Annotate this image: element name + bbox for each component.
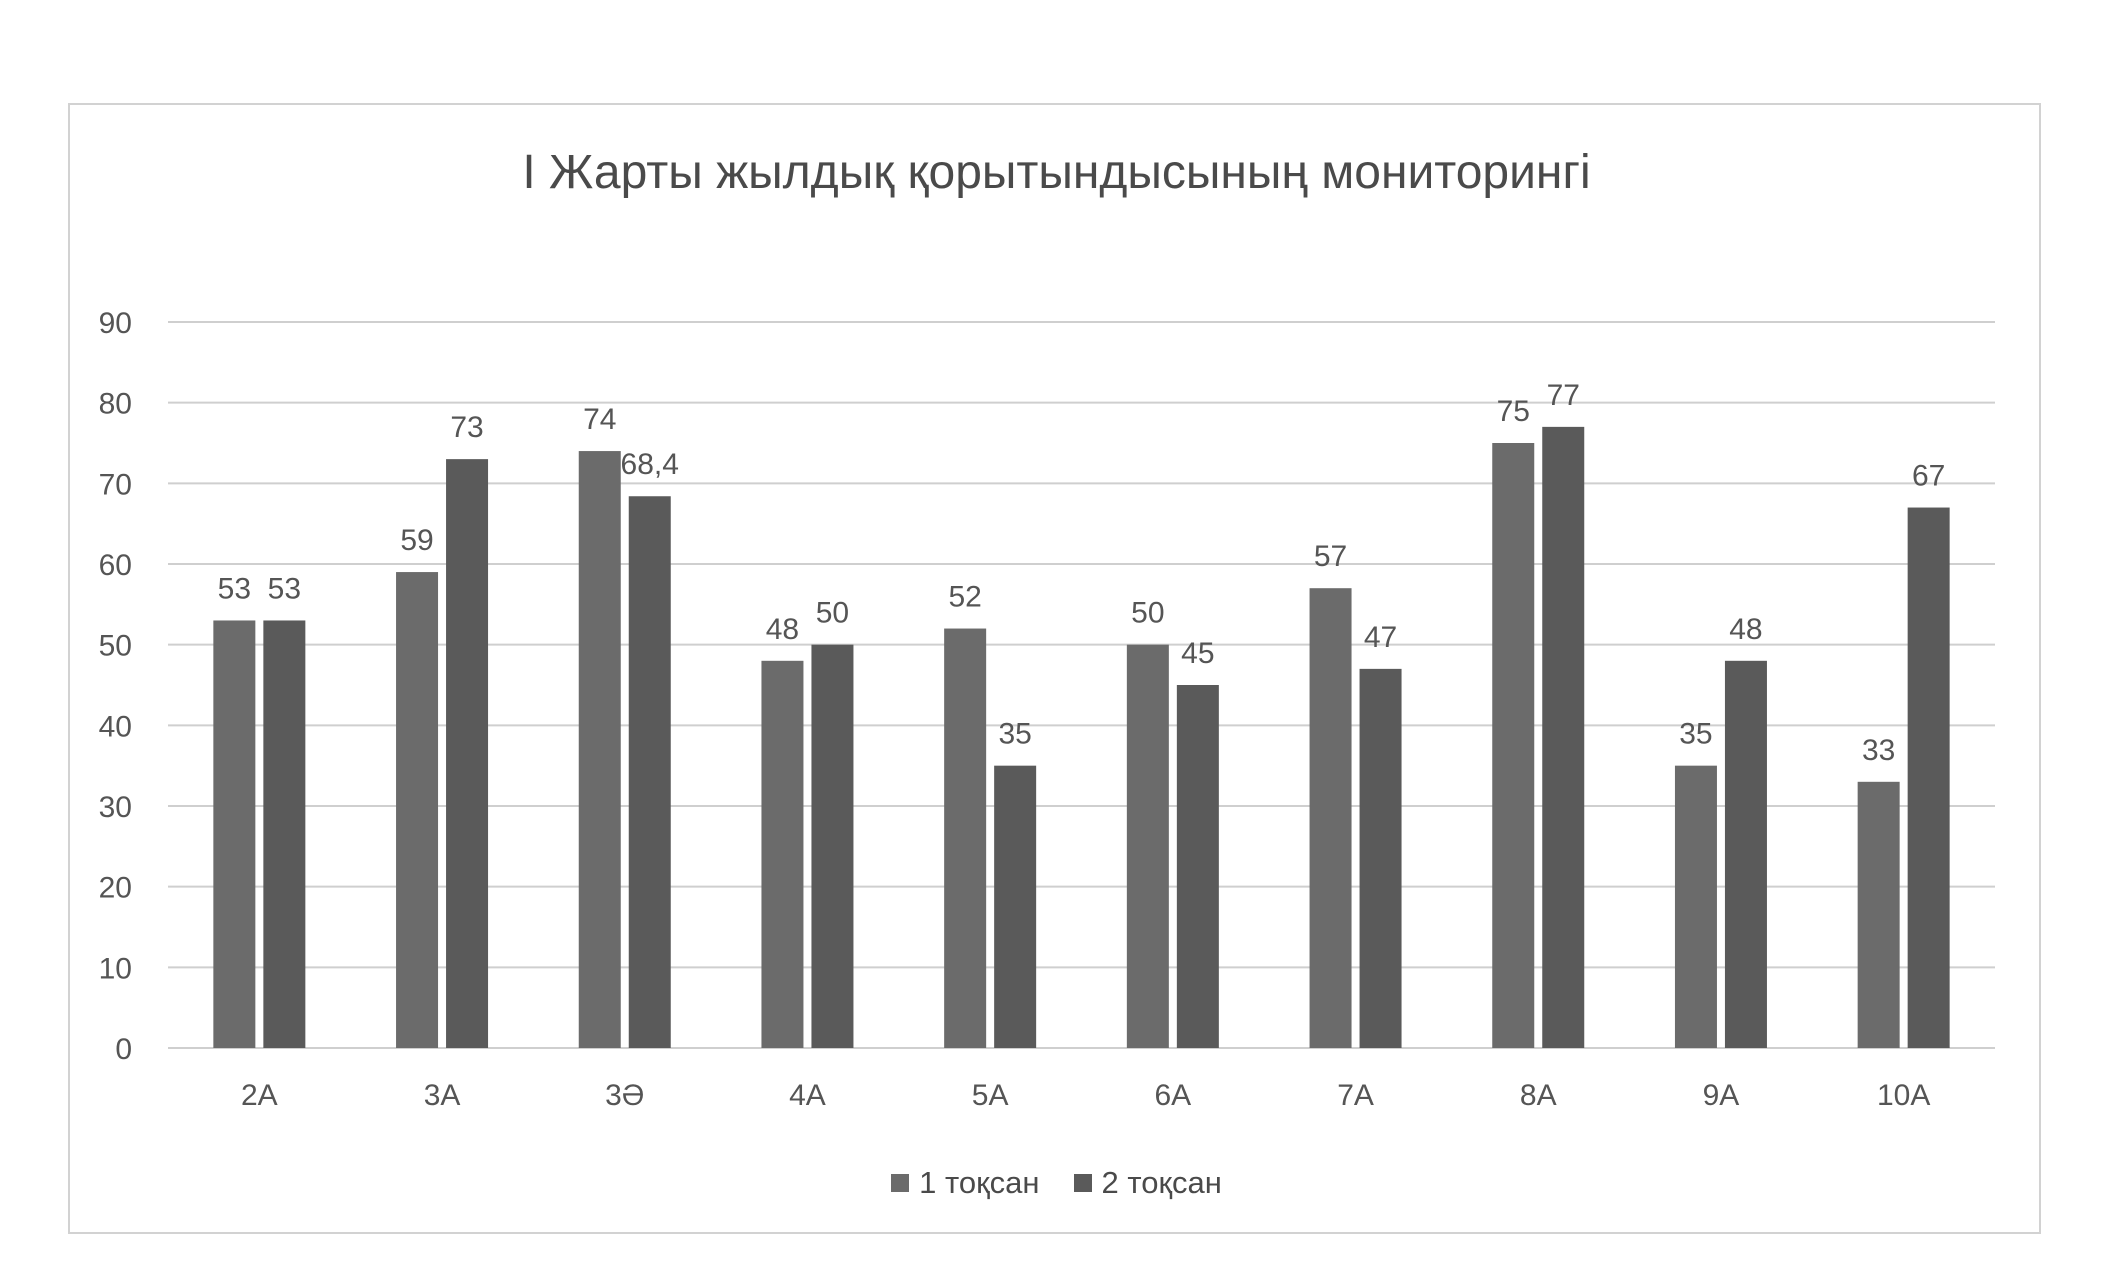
x-tick-label-10А: 10А	[1877, 1079, 1930, 1112]
data-label-7А-series-2: 47	[1364, 621, 1397, 654]
bar-8А-series-1	[1492, 443, 1535, 1048]
x-tick-label-6А: 6А	[1154, 1079, 1191, 1112]
bar-4А-series-2	[811, 644, 854, 1048]
bar-3Ә-series-2	[628, 496, 671, 1048]
data-label-4А-series-1: 48	[766, 613, 799, 646]
y-tick-label-70: 70	[99, 468, 132, 501]
bar-9А-series-2	[1724, 660, 1767, 1048]
bar-3А-series-2	[446, 459, 489, 1049]
data-label-2А-series-1: 53	[218, 572, 251, 605]
grid-lines	[168, 321, 1995, 1049]
y-tick-label-60: 60	[99, 549, 132, 582]
bars	[213, 426, 1950, 1049]
y-tick-label-30: 30	[99, 791, 132, 824]
bar-3А-series-1	[396, 572, 439, 1048]
bar-10А-series-1	[1857, 781, 1900, 1048]
data-label-2А-series-2: 53	[268, 572, 301, 605]
bar-2А-series-1	[213, 620, 256, 1048]
legend-label-series-2: 2 тоқсан	[1101, 1165, 1222, 1200]
chart-title: I Жарты жылдық қорытындысының мониторинг…	[522, 146, 1591, 199]
bar-2А-series-2	[263, 620, 306, 1048]
data-label-3Ә-series-2: 68,4	[621, 448, 679, 481]
data-label-7А-series-1: 57	[1314, 540, 1347, 573]
x-tick-label-9А: 9А	[1703, 1079, 1740, 1112]
data-label-10А-series-1: 33	[1862, 734, 1895, 767]
bar-6А-series-1	[1126, 644, 1169, 1048]
x-tick-label-4А: 4А	[789, 1079, 826, 1112]
y-tick-label-0: 0	[115, 1033, 132, 1066]
y-tick-label-10: 10	[99, 952, 132, 985]
y-tick-label-40: 40	[99, 710, 132, 743]
bar-7А-series-1	[1309, 588, 1352, 1048]
bar-4А-series-1	[761, 660, 804, 1048]
y-tick-label-20: 20	[99, 872, 132, 905]
legend-item-series-1: 1 тоқсан	[891, 1165, 1040, 1201]
data-label-8А-series-2: 77	[1547, 379, 1580, 412]
data-label-6А-series-1: 50	[1131, 597, 1164, 630]
data-label-3Ә-series-1: 74	[583, 403, 616, 436]
x-tick-label-7А: 7А	[1337, 1079, 1374, 1112]
data-label-5А-series-1: 52	[948, 581, 981, 614]
y-axis-tick-labels: 0 10 20 30 40 50 60 70 80 90	[99, 307, 132, 1066]
x-tick-label-3Ә: 3Ә	[605, 1079, 644, 1112]
data-label-6А-series-2: 45	[1181, 637, 1214, 670]
x-tick-label-5А: 5А	[972, 1079, 1009, 1112]
bar-10А-series-2	[1907, 507, 1950, 1048]
data-label-9А-series-1: 35	[1679, 718, 1712, 751]
bar-7А-series-2	[1359, 668, 1402, 1048]
x-tick-label-2А: 2А	[241, 1079, 278, 1112]
y-tick-label-80: 80	[99, 388, 132, 421]
bar-5А-series-1	[944, 628, 987, 1048]
bar-6А-series-2	[1176, 685, 1219, 1048]
legend-item-series-2: 2 тоқсан	[1073, 1165, 1222, 1201]
data-label-9А-series-2: 48	[1729, 613, 1762, 646]
x-tick-label-8А: 8А	[1520, 1079, 1557, 1112]
data-label-5А-series-2: 35	[998, 718, 1031, 751]
data-label-3А-series-2: 73	[450, 411, 483, 444]
y-tick-label-90: 90	[99, 307, 132, 340]
data-label-4А-series-2: 50	[816, 597, 849, 630]
bar-8А-series-2	[1542, 426, 1585, 1048]
bar-5А-series-2	[994, 765, 1037, 1048]
x-axis-tick-labels: 2А 3А 3Ә 4А 5А 6А 7А 8А 9А 10А	[241, 1079, 1930, 1112]
x-tick-label-3А: 3А	[424, 1079, 461, 1112]
bar-9А-series-1	[1674, 765, 1717, 1048]
data-label-3А-series-1: 59	[400, 524, 433, 557]
data-label-8А-series-1: 75	[1497, 395, 1530, 428]
data-label-10А-series-2: 67	[1912, 460, 1945, 493]
legend-swatch-series-1	[891, 1174, 910, 1192]
y-tick-label-50: 50	[99, 630, 132, 663]
legend-swatch-series-2	[1073, 1174, 1092, 1192]
legend-label-series-1: 1 тоқсан	[919, 1165, 1040, 1200]
bar-3Ә-series-1	[578, 451, 621, 1049]
chart-legend: 1 тоқсан 2 тоқсан	[0, 1165, 2113, 1201]
